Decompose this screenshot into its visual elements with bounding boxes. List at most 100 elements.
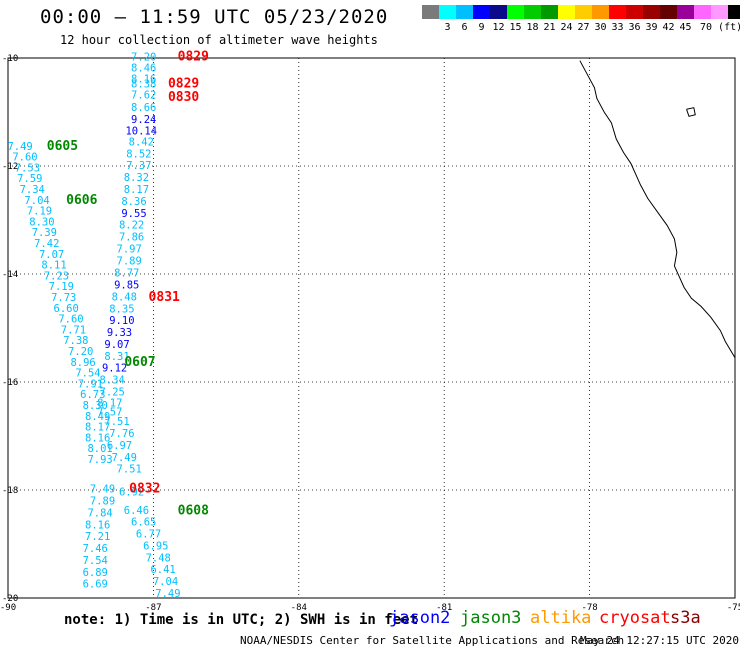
pass-time-label: 0608 [178,503,209,518]
wave-height-value: 7.51 [117,464,142,476]
color-scale-label: 42 [662,22,675,33]
color-scale-label: 9 [478,22,485,33]
wave-height-value: 6.77 [136,529,161,541]
wave-height-value: 7.48 [146,552,171,564]
wave-height-value: 7.25 [100,387,125,399]
y-tick-label: -18 [2,486,18,496]
wave-height-value: 7.38 [63,335,88,347]
color-swatch [524,5,541,19]
legend-cryosat: cryosat [599,608,671,628]
wave-height-value: 7.49 [90,484,115,496]
wave-height-value: 6.97 [107,440,132,452]
wave-height-value: 7.89 [117,255,142,267]
wave-height-value: 7.20 [68,346,93,358]
wave-height-value: 7.23 [44,270,69,282]
wave-height-value: 8.16 [85,432,110,444]
wave-height-value: 9.12 [102,363,127,375]
color-swatch [575,5,592,19]
color-scale-label: 6 [461,22,468,33]
wave-height-value: 9.24 [131,114,156,126]
color-swatch [643,5,660,19]
wave-height-value: 8.49 [85,411,110,423]
wave-height-value: 8.17 [85,422,110,434]
wave-height-value: 6.73 [80,389,105,401]
wave-height-value: 8.52 [126,148,151,160]
wave-height-value: 7.49 [7,141,32,153]
legend-altika: altika [530,608,592,628]
wave-height-value: 7.20 [131,52,156,64]
y-tick-label: -16 [2,378,18,388]
wave-height-value: 7.04 [153,576,178,588]
wave-height-value: 7.51 [104,416,129,428]
wave-height-value: 8.77 [114,268,139,280]
wave-height-value: 7.57 [97,406,122,418]
wave-height-value: 6.46 [124,505,149,517]
color-swatch [541,5,558,19]
color-scale-label: 36 [628,22,641,33]
color-swatch [490,5,507,19]
wave-height-value: 9.07 [104,339,129,351]
color-scale-label: 45 [679,22,692,33]
wave-height-value: 7.73 [51,292,76,304]
pass-time-label: 0606 [66,193,97,208]
wave-height-value: 7.84 [87,507,112,519]
wave-height-value: 8.48 [112,291,137,303]
wave-height-value: 8.17 [97,397,122,409]
color-scale-label: 21 [543,22,556,33]
color-swatch [694,5,711,19]
wave-height-value: 8.16 [131,73,156,85]
color-scale-label: 3 [444,22,451,33]
wave-height-value: 7.49 [155,588,180,600]
wave-height-value: 7.59 [17,173,42,185]
color-swatch [456,5,473,19]
color-scale-label: 15 [509,22,522,33]
color-swatch [558,5,575,19]
credit-line: NOAA/NESDIS Center for Satellite Applica… [240,634,625,647]
wave-height-value: 8.22 [119,220,144,232]
legend-jason3: jason3 [460,608,522,628]
wave-height-value: 7.19 [49,281,74,293]
map-title: 00:00 — 11:59 UTC 05/23/2020 [40,6,389,28]
x-tick-label: -81 [436,603,452,613]
units-note: note: 1) Time is in UTC; 2) SWH is in fe… [64,612,419,628]
wave-height-value: 8.11 [41,260,66,272]
wave-height-value: 7.54 [75,368,100,380]
x-tick-label: -75 [727,603,740,613]
wave-height-value: 8.01 [87,443,112,455]
color-swatch [609,5,626,19]
wave-height-value: 8.38 [131,79,156,91]
wave-height-value: 7.37 [126,160,151,172]
x-tick-label: -84 [291,603,307,613]
wave-height-value: 7.54 [83,555,108,567]
y-tick-label: -12 [2,162,18,172]
wave-height-value: 7.19 [27,206,52,218]
pass-time-label: 0832 [129,482,160,497]
wave-height-value: 8.96 [70,357,95,369]
wave-height-value: 8.36 [121,196,146,208]
wave-height-value: 9.55 [121,208,146,220]
legend-jason2: jason2 [389,608,451,628]
wave-height-value: 7.07 [39,249,64,261]
color-swatch [507,5,524,19]
coastline [579,60,736,358]
wave-height-value: 7.60 [12,152,37,164]
color-swatch [473,5,490,19]
wave-height-value: 7.34 [20,184,45,196]
wave-height-value: 7.04 [24,195,49,207]
pass-time-label: 0829 [168,77,199,92]
color-swatch [439,5,456,19]
x-tick-label: -87 [145,603,161,613]
wave-height-value: 7.49 [112,452,137,464]
wave-height-value: 8.46 [131,63,156,75]
color-swatch [592,5,609,19]
wave-height-value: 6.92 [119,486,144,498]
wave-height-value: 8.30 [29,216,54,228]
wave-height-value: 8.30 [83,400,108,412]
pass-time-label: 0831 [149,290,180,305]
y-tick-label: -10 [2,54,18,64]
wave-height-value: 7.60 [58,314,83,326]
map-frame [7,57,736,599]
wave-height-value: 7.46 [83,543,108,555]
wave-height-value: 7.93 [87,454,112,466]
